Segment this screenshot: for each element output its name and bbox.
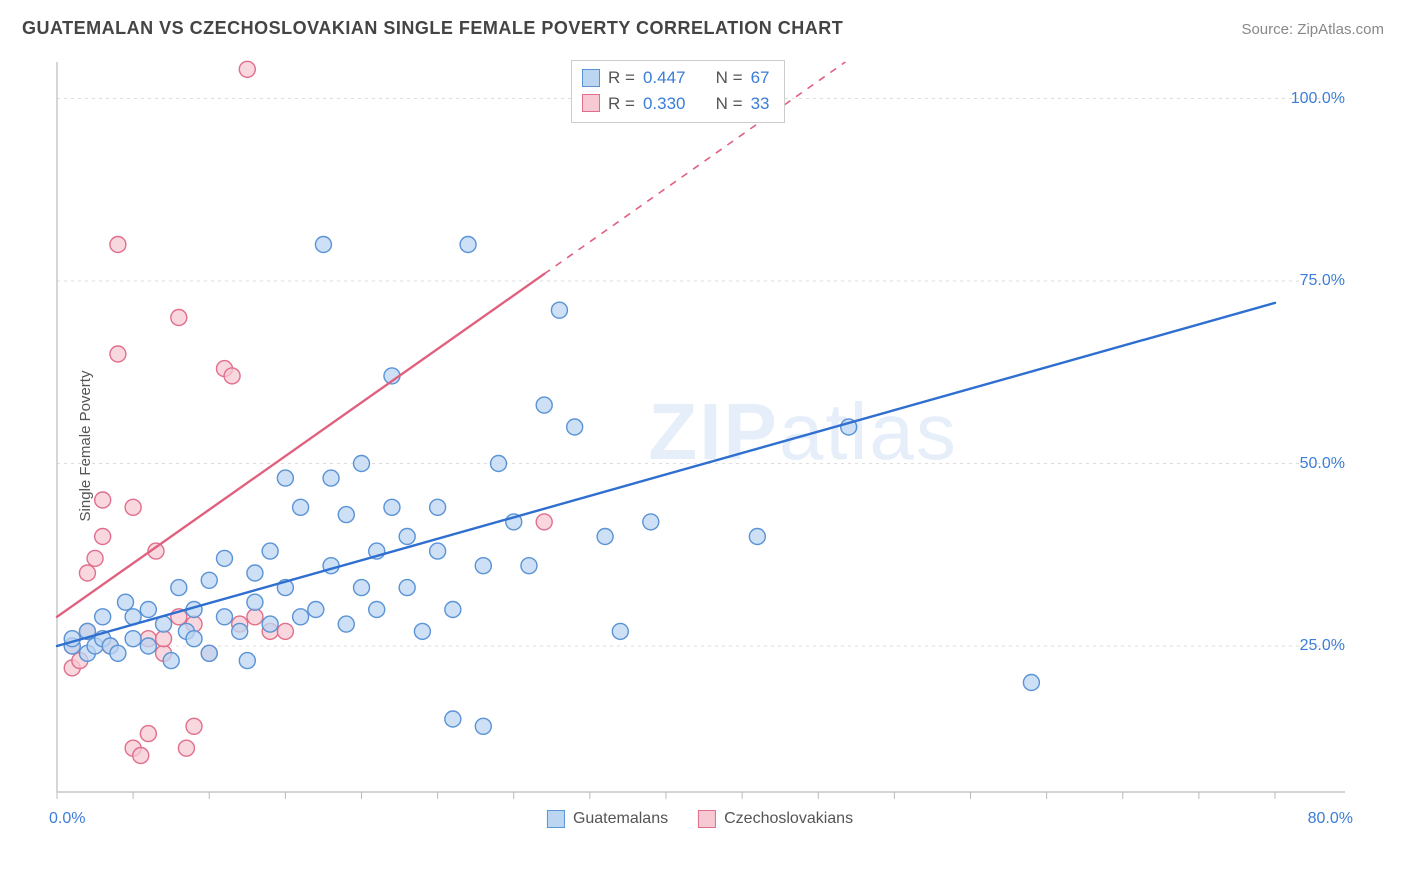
series-swatch [698, 810, 716, 828]
legend-label: Czechoslovakians [724, 810, 853, 828]
stat-r-label: R = [608, 65, 635, 91]
series-swatch [582, 94, 600, 112]
x-tick-max: 80.0% [1308, 810, 1353, 828]
legend-item: Guatemalans [547, 810, 668, 828]
header: GUATEMALAN VS CZECHOSLOVAKIAN SINGLE FEM… [0, 0, 1406, 47]
stat-r-value: 0.330 [643, 91, 686, 117]
stat-n-value: 33 [751, 91, 770, 117]
source-label: Source: ZipAtlas.com [1241, 21, 1384, 38]
watermark: ZIPatlas [648, 386, 957, 478]
stats-row: R = 0.330 N = 33 [582, 91, 770, 117]
legend-label: Guatemalans [573, 810, 668, 828]
chart-title: GUATEMALAN VS CZECHOSLOVAKIAN SINGLE FEM… [22, 18, 843, 39]
stat-n-label: N = [716, 91, 743, 117]
series-swatch [582, 69, 600, 87]
stat-n-label: N = [716, 65, 743, 91]
y-tick-label: 75.0% [1300, 272, 1345, 290]
stat-r-value: 0.447 [643, 65, 686, 91]
x-tick-min: 0.0% [49, 810, 85, 828]
stat-r-label: R = [608, 91, 635, 117]
y-tick-label: 25.0% [1300, 637, 1345, 655]
series-legend: Guatemalans Czechoslovakians [547, 810, 853, 828]
y-tick-label: 100.0% [1291, 90, 1345, 108]
stat-n-value: 67 [751, 65, 770, 91]
series-swatch [547, 810, 565, 828]
legend-item: Czechoslovakians [698, 810, 853, 828]
plot-area: ZIPatlas R = 0.447 N = 67R = 0.330 N = 3… [55, 60, 1345, 800]
stats-row: R = 0.447 N = 67 [582, 65, 770, 91]
stats-legend: R = 0.447 N = 67R = 0.330 N = 33 [571, 60, 785, 123]
y-tick-label: 50.0% [1300, 455, 1345, 473]
